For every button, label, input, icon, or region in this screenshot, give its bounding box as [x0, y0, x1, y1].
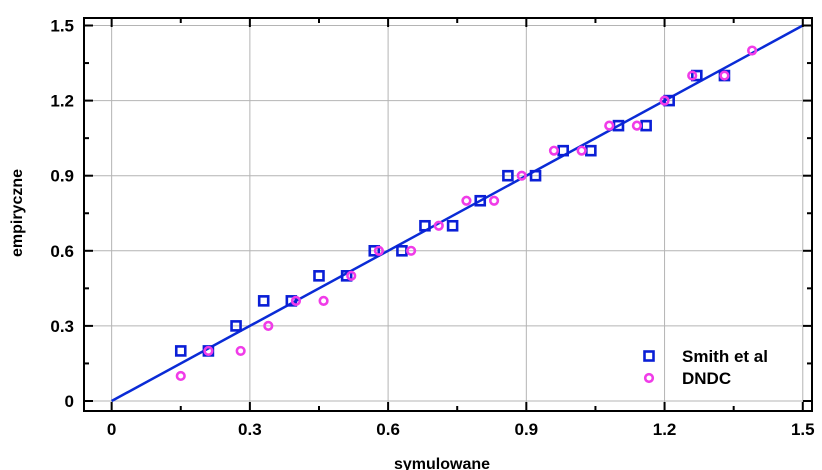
y-tick-label: 1.2 — [50, 92, 74, 111]
axes-layer — [83, 17, 813, 412]
data-point-dndc — [203, 345, 214, 357]
data-point-dndc — [318, 295, 329, 306]
data-point-smith — [446, 219, 459, 232]
legend-marker-circle — [643, 372, 655, 384]
y-tick-label: 0.3 — [50, 317, 74, 336]
y-tick-label: 1.5 — [50, 17, 74, 36]
data-point-smith — [313, 270, 325, 282]
x-tick-label: 1.5 — [791, 420, 815, 439]
x-tick-label: 1.2 — [653, 420, 677, 439]
data-point-dndc — [719, 70, 730, 81]
data-point-smith — [502, 169, 514, 182]
data-point-smith — [640, 119, 652, 132]
data-point-smith — [529, 169, 542, 182]
x-tick-label: 0.3 — [238, 420, 262, 439]
y-tick-label: 0.9 — [50, 167, 74, 186]
y-tick-label: 0 — [65, 392, 74, 411]
data-point-smith — [230, 320, 242, 332]
data-point-dndc — [175, 370, 186, 382]
legend-label-dndc: DNDC — [682, 369, 731, 388]
legend-marker-square — [643, 350, 655, 362]
data-point-dndc — [433, 220, 444, 231]
reference-line-layer — [111, 24, 804, 403]
data-point-dndc — [235, 345, 246, 357]
data-point-smith — [340, 270, 353, 282]
data-point-smith — [257, 295, 270, 307]
data-point-dndc — [406, 245, 417, 256]
reference-line — [111, 24, 804, 403]
grid-layer — [84, 18, 812, 411]
legend-label-smith: Smith et al — [682, 347, 768, 366]
data-point-dndc — [576, 145, 587, 156]
legend-item-dndc: DNDC — [643, 369, 731, 388]
x-tick-label: 0.6 — [376, 420, 400, 439]
data-point-dndc — [516, 170, 527, 181]
plot-frame — [83, 17, 813, 412]
data-point-smith — [368, 244, 381, 257]
data-point-smith — [585, 144, 597, 157]
data-point-smith — [285, 295, 298, 307]
data-point-smith — [174, 345, 187, 357]
data-point-dndc — [659, 95, 670, 106]
x-tick-label: 0 — [107, 420, 116, 439]
data-point-smith — [663, 94, 675, 107]
tick-label-layer: 0 0.3 0.6 0.9 1.2 1.5 0 0.3 0.6 0.9 1.2 1.5 — [50, 17, 814, 439]
data-point-dndc — [604, 120, 615, 131]
data-point-dndc — [373, 245, 384, 256]
data-point-dndc — [548, 145, 560, 156]
points-layer — [174, 45, 758, 382]
data-point-smith — [691, 69, 703, 82]
data-point-dndc — [631, 120, 643, 131]
data-point-dndc — [747, 45, 758, 56]
y-axis-title: empiryczne — [9, 169, 26, 257]
data-point-dndc — [488, 195, 500, 206]
x-axis-title: symulowane — [394, 456, 490, 470]
legend: Smith et al DNDC — [643, 347, 768, 388]
x-tick-label: 0.9 — [515, 420, 539, 439]
data-point-smith — [474, 194, 487, 207]
data-point-dndc — [346, 270, 357, 281]
data-point-smith — [419, 219, 431, 232]
y-tick-label: 0.6 — [50, 242, 74, 261]
data-point-dndc — [461, 195, 472, 206]
data-point-dndc — [687, 70, 698, 81]
data-point-dndc — [263, 320, 274, 331]
legend-item-smith: Smith et al — [643, 347, 768, 366]
data-point-dndc — [290, 295, 302, 306]
